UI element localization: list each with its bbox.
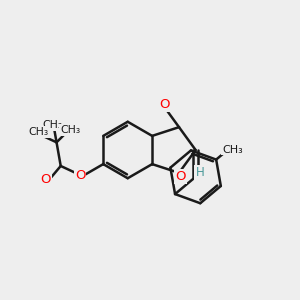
Text: O: O bbox=[175, 170, 186, 183]
Text: O: O bbox=[75, 169, 85, 182]
Text: CH₃: CH₃ bbox=[60, 125, 80, 135]
Text: O: O bbox=[160, 98, 170, 111]
Text: CH₃: CH₃ bbox=[43, 120, 63, 130]
Text: H: H bbox=[195, 166, 204, 178]
Text: O: O bbox=[40, 173, 51, 186]
Text: CH₃: CH₃ bbox=[222, 145, 243, 154]
Text: CH₃: CH₃ bbox=[29, 127, 49, 137]
